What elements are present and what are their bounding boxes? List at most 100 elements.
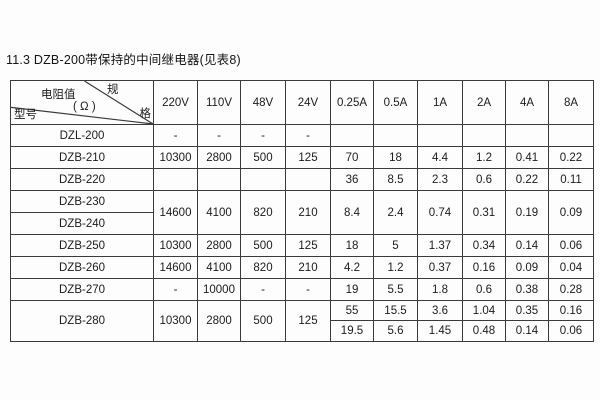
column-header-110v: 110V: [197, 80, 241, 125]
diagonal-lines: [11, 81, 153, 124]
table-cell: 0.41: [505, 146, 549, 169]
table-cell: 0.14: [505, 320, 549, 342]
table-cell: 0.48: [462, 320, 506, 342]
table-cell: 5.6: [373, 320, 418, 342]
table-cell: 4100: [197, 190, 241, 235]
table-row-dzl-200: DZL-200 - - - -: [10, 124, 594, 147]
table-row-dzb-280: DZB-280 10300 2800 500 125 55 15.5 3.6 1…: [10, 300, 594, 342]
table-cell: 210: [285, 190, 331, 235]
table-cell: -: [285, 124, 331, 147]
corner-spec-bottom-label: 格: [139, 107, 152, 120]
table-cell: 0.34: [462, 234, 506, 257]
table-cell: 5.5: [373, 278, 418, 301]
table-cell: [548, 124, 594, 147]
model-cell: DZB-230: [10, 190, 154, 213]
table-cell: 10000: [197, 278, 241, 301]
table-row-dzb-220: DZB-220 36 8.5 2.3 0.6 0.22 0.11: [10, 168, 594, 191]
table-cell: 10300: [153, 300, 198, 342]
table-cell: 1.2: [462, 146, 506, 169]
table-cell: 0.06: [548, 234, 594, 257]
table-cell: 10300: [153, 146, 198, 169]
table-cell: 0.6: [462, 168, 506, 191]
corner-spec-top-label: 规: [107, 84, 119, 96]
table-cell: 0.06: [548, 320, 594, 342]
table-cell: 0.22: [505, 168, 549, 191]
table-cell: 14600: [153, 190, 198, 235]
table-cell: 0.31: [462, 190, 506, 235]
table-cell: 125: [285, 234, 331, 257]
column-header-8a: 8A: [548, 80, 594, 125]
table-cell: 18: [330, 234, 374, 257]
table-cell: 5: [373, 234, 418, 257]
table-cell: 0.37: [417, 256, 463, 279]
table-cell: 0.35: [505, 300, 549, 321]
table-row-dzb-210: DZB-210 10300 2800 500 125 70 18 4.4 1.2…: [10, 146, 594, 169]
table-cell: 10300: [153, 234, 198, 257]
table-cell: 125: [285, 300, 331, 342]
corner-model-label: 型号: [14, 108, 37, 121]
table-cell: 0.74: [417, 190, 463, 235]
table-cell: [462, 124, 506, 147]
table-cell: -: [240, 278, 286, 301]
table-cell: 19.5: [330, 320, 374, 342]
table-cell: 0.28: [548, 278, 594, 301]
table-row-dzb-230: DZB-230 14600 4100 820 210 8.4 2.4 0.74 …: [10, 190, 594, 235]
table-cell: 4.2: [330, 256, 374, 279]
table-row-dzb-240: DZB-240: [10, 212, 594, 235]
table-cell: -: [285, 278, 331, 301]
corner-unit-label: ( Ω ): [73, 101, 96, 113]
table-cell: 8.5: [373, 168, 418, 191]
table-cell: [373, 124, 418, 147]
section-title: 11.3 DZB-200带保持的中间继电器(见表8): [6, 53, 241, 67]
table-cell: 4.4: [417, 146, 463, 169]
table-cell: 1.37: [417, 234, 463, 257]
model-cell: DZB-210: [10, 146, 154, 169]
model-cell: DZB-220: [10, 168, 154, 191]
column-header-025a: 0.25A: [330, 80, 374, 125]
table-cell: -: [153, 124, 198, 147]
column-header-4a: 4A: [505, 80, 549, 125]
column-header-2a: 2A: [462, 80, 506, 125]
table-cell: 500: [240, 300, 286, 342]
model-cell: DZB-280: [10, 300, 154, 342]
corner-header: 电阻值 ( Ω ) 规 格 型号: [10, 80, 154, 125]
table-cell: 2800: [197, 234, 241, 257]
table-row-dzb-260: DZB-260 14600 4100 820 210 4.2 1.2 0.37 …: [10, 256, 594, 279]
table-cell: 0.09: [505, 256, 549, 279]
column-header-220v: 220V: [153, 80, 198, 125]
table-cell: 500: [240, 146, 286, 169]
table-cell: 70: [330, 146, 374, 169]
table-cell: [153, 168, 198, 191]
table-cell: 0.38: [505, 278, 549, 301]
column-header-48v: 48V: [240, 80, 286, 125]
table-row-dzb-270: DZB-270 - 10000 - - 19 5.5 1.8 0.6 0.38 …: [10, 278, 594, 301]
table-cell: 3.6: [417, 300, 463, 321]
table-cell: 4100: [197, 256, 241, 279]
table-row-dzb-250: DZB-250 10300 2800 500 125 18 5 1.37 0.3…: [10, 234, 594, 257]
table-cell: 0.11: [548, 168, 594, 191]
table-cell: 1.2: [373, 256, 418, 279]
relay-spec-table: 电阻值 ( Ω ) 规 格 型号 220V 110V 48V 24V 0.25A…: [10, 80, 594, 342]
column-header-05a: 0.5A: [373, 80, 418, 125]
table-cell: 14600: [153, 256, 198, 279]
column-header-24v: 24V: [285, 80, 331, 125]
table-cell: -: [153, 278, 198, 301]
table-cell: 0.22: [548, 146, 594, 169]
table-cell: 0.16: [462, 256, 506, 279]
table-cell: 125: [285, 146, 331, 169]
table-cell: 0.04: [548, 256, 594, 279]
model-cell: DZL-200: [10, 124, 154, 147]
table-cell: 500: [240, 234, 286, 257]
table-cell: 36: [330, 168, 374, 191]
table-cell: 0.19: [505, 190, 549, 235]
table-cell: 1.8: [417, 278, 463, 301]
table-cell: 8.4: [330, 190, 374, 235]
table-cell: 820: [240, 256, 286, 279]
table-cell: [197, 168, 241, 191]
table-cell: 0.16: [548, 300, 594, 321]
table-cell: [330, 124, 374, 147]
table-cell: 2.4: [373, 190, 418, 235]
table-cell: [240, 168, 286, 191]
table-cell: 19: [330, 278, 374, 301]
